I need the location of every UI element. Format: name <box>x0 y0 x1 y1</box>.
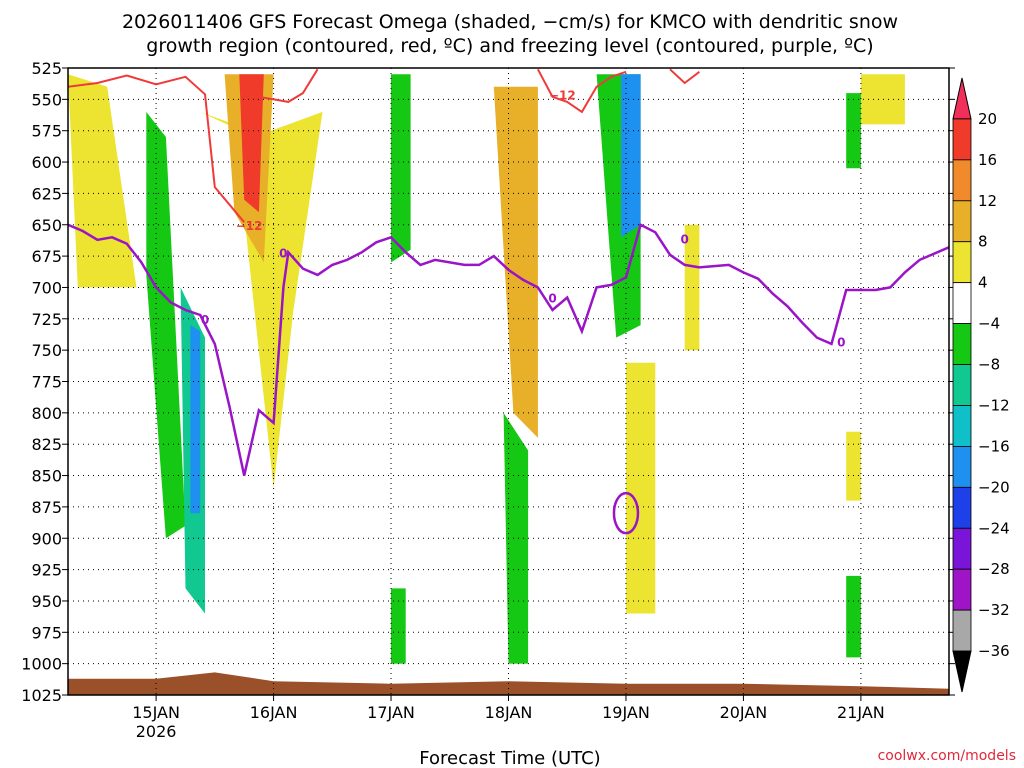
y-tick-label: 875 <box>31 498 62 517</box>
freezing-level-line <box>68 222 949 476</box>
colorbar-swatch <box>952 445 972 488</box>
y-tick-label: 525 <box>31 59 62 78</box>
colorbar-swatch <box>952 405 972 447</box>
chart-title: 2026011406 GFS Forecast Omega (shaded, −… <box>122 11 898 57</box>
x-tick-label: 15JAN <box>132 703 180 722</box>
freezing-level-label: 0 <box>201 313 209 327</box>
title-line: 2026011406 GFS Forecast Omega (shaded, −… <box>122 11 898 33</box>
colorbar-swatch <box>952 118 972 161</box>
omega-region <box>493 86 538 438</box>
y-tick-label: 600 <box>31 153 62 172</box>
colorbar-label: −4 <box>978 315 1000 333</box>
y-tick-label: 700 <box>31 278 62 297</box>
omega-region <box>391 588 406 664</box>
colorbar-swatch <box>952 609 972 652</box>
omega-region <box>860 74 905 125</box>
freezing-level-label: 0 <box>681 233 689 247</box>
dgz-contour-line <box>669 68 701 85</box>
omega-region <box>239 74 264 213</box>
y-tick-label: 825 <box>31 435 62 454</box>
x-tick-sublabel: 2026 <box>136 722 177 741</box>
colorbar-swatch <box>952 282 972 324</box>
omega-region <box>846 575 861 658</box>
colorbar-label: 4 <box>978 274 988 292</box>
y-tick-label: 625 <box>31 184 62 203</box>
y-tick-label: 850 <box>31 467 62 486</box>
y-tick-label: 950 <box>31 592 62 611</box>
y-tick-label: 1000 <box>21 655 62 674</box>
omega-region <box>190 325 201 514</box>
dgz-contour-label: −12 <box>236 219 263 233</box>
credit-text: coolwx.com/models <box>878 748 1016 764</box>
y-tick-label: 725 <box>31 310 62 329</box>
omega-region <box>200 111 323 489</box>
x-tick-label: 21JAN <box>837 703 885 722</box>
dgz-contour-line <box>537 68 627 114</box>
x-axis-label: Forecast Time (UTC) <box>419 748 600 768</box>
colorbar-label: −28 <box>978 560 1010 578</box>
omega-region <box>621 74 641 238</box>
dgz-contour-line <box>68 74 245 223</box>
omega-region <box>146 111 186 539</box>
y-tick-label: 775 <box>31 373 62 392</box>
omega-region <box>68 74 137 288</box>
y-tick-label: 925 <box>31 561 62 580</box>
colorbar-label: −16 <box>978 437 1010 455</box>
dgz-contour-line <box>258 68 319 103</box>
omega-region <box>626 362 656 614</box>
colorbar-swatch <box>952 650 972 693</box>
title-line: growth region (contoured, red, ºC) and f… <box>146 35 873 57</box>
colorbar-label: 20 <box>978 110 997 128</box>
colorbar-swatch <box>952 159 972 202</box>
colorbar-label: 8 <box>978 233 988 251</box>
x-tick-label: 17JAN <box>367 703 415 722</box>
omega-region <box>503 412 529 664</box>
dgz-contour-layer: −12 −12 <box>68 68 701 233</box>
x-tick-label: 19JAN <box>602 703 650 722</box>
colorbar: 20 16 12 8 4 −4 −8 −12 −16 −20 −24 −28 −32 −36 <box>952 77 1010 693</box>
colorbar-swatch <box>952 486 972 529</box>
dgz-contour-label: −12 <box>549 88 576 102</box>
y-tick-label: 750 <box>31 341 62 360</box>
freezing-level-layer: 0 0 0 0 0 <box>68 222 949 535</box>
colorbar-swatch <box>952 568 972 611</box>
y-tick-label: 675 <box>31 247 62 266</box>
x-tick-label: 16JAN <box>250 703 298 722</box>
freezing-level-label: 0 <box>837 335 845 349</box>
colorbar-label: 12 <box>978 192 997 210</box>
omega-region <box>846 431 861 501</box>
colorbar-swatch <box>952 241 972 284</box>
colorbar-swatch <box>952 364 972 406</box>
colorbar-swatch <box>952 77 972 120</box>
y-axis: 525 550 575 600 625 650 675 700 725 750 775 800 825 8… <box>21 59 955 705</box>
omega-region <box>391 74 411 263</box>
y-tick-label: 975 <box>31 623 62 642</box>
colorbar-label: 16 <box>978 151 997 169</box>
colorbar-label: −32 <box>978 601 1010 619</box>
x-tick-label: 20JAN <box>720 703 768 722</box>
colorbar-label: −12 <box>978 396 1010 414</box>
colorbar-swatch <box>952 323 972 365</box>
omega-shading-layer <box>68 74 905 664</box>
colorbar-label: −8 <box>978 356 1000 374</box>
colorbar-swatch <box>952 200 972 243</box>
colorbar-label: −20 <box>978 478 1010 496</box>
colorbar-label: −24 <box>978 519 1010 537</box>
colorbar-label: −36 <box>978 642 1010 660</box>
freezing-level-label: 0 <box>548 291 556 305</box>
freezing-level-label: 0 <box>279 246 287 260</box>
y-tick-label: 1025 <box>21 686 62 705</box>
colorbar-swatch <box>952 527 972 570</box>
y-tick-label: 575 <box>31 122 62 141</box>
freezing-level-loop <box>612 491 640 535</box>
y-tick-label: 900 <box>31 529 62 548</box>
x-tick-label: 18JAN <box>485 703 533 722</box>
y-tick-label: 650 <box>31 216 62 235</box>
y-tick-label: 550 <box>31 90 62 109</box>
y-tick-label: 800 <box>31 404 62 423</box>
